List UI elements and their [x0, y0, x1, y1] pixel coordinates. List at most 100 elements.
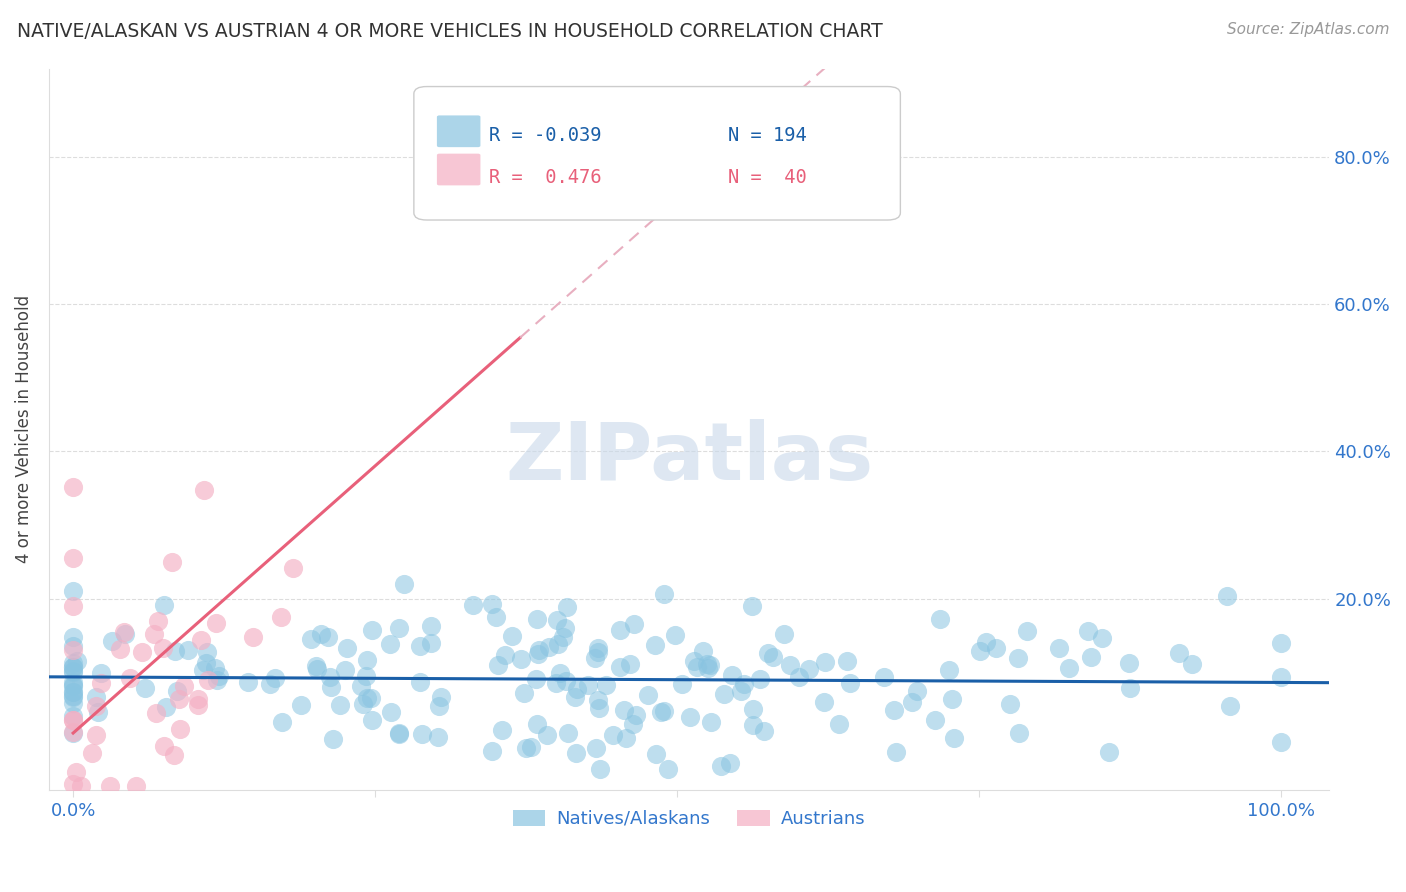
- Point: [62, 696, 84, 710]
- Point: [163, 748, 186, 763]
- Point: [411, 726, 433, 740]
- Point: [548, 666, 571, 681]
- Point: [929, 612, 952, 626]
- Point: [585, 741, 607, 756]
- Point: [544, 676, 567, 690]
- Point: [510, 652, 533, 666]
- Point: [100, 779, 122, 793]
- Point: [108, 641, 131, 656]
- Point: [614, 731, 637, 746]
- Point: [588, 645, 610, 659]
- Point: [66, 654, 89, 668]
- Point: [942, 731, 965, 746]
- Point: [779, 657, 801, 672]
- Point: [84, 699, 107, 714]
- Point: [62, 660, 84, 674]
- Text: R = -0.039: R = -0.039: [489, 127, 602, 145]
- Point: [155, 699, 177, 714]
- Point: [205, 673, 228, 688]
- Point: [524, 672, 547, 686]
- Point: [69, 779, 91, 793]
- Point: [392, 577, 415, 591]
- Point: [62, 675, 84, 690]
- Point: [205, 616, 228, 631]
- Point: [797, 662, 820, 676]
- Point: [481, 743, 503, 757]
- Point: [305, 663, 328, 677]
- Point: [84, 690, 107, 705]
- Point: [1098, 745, 1121, 759]
- Point: [62, 639, 84, 653]
- Point: [62, 684, 84, 698]
- Point: [1167, 646, 1189, 660]
- FancyBboxPatch shape: [437, 153, 481, 186]
- Point: [501, 629, 523, 643]
- Point: [1270, 636, 1292, 650]
- Point: [62, 777, 84, 791]
- Point: [595, 678, 617, 692]
- FancyBboxPatch shape: [437, 115, 481, 147]
- Point: [941, 691, 963, 706]
- Point: [538, 640, 561, 654]
- Point: [290, 698, 312, 712]
- Point: [527, 647, 550, 661]
- Point: [62, 584, 84, 599]
- Point: [167, 692, 190, 706]
- Point: [884, 745, 907, 759]
- Text: N = 194: N = 194: [727, 127, 806, 145]
- Text: N =  40: N = 40: [727, 168, 806, 187]
- Point: [62, 725, 84, 739]
- Point: [713, 687, 735, 701]
- Point: [62, 726, 84, 740]
- Point: [62, 660, 84, 674]
- Point: [685, 660, 707, 674]
- Point: [356, 653, 378, 667]
- Point: [112, 625, 135, 640]
- Point: [90, 665, 112, 680]
- Point: [62, 690, 84, 705]
- Point: [486, 658, 509, 673]
- Point: [554, 621, 576, 635]
- Point: [62, 709, 84, 723]
- Point: [322, 732, 344, 747]
- Point: [787, 670, 810, 684]
- Point: [1216, 589, 1239, 603]
- Point: [1219, 698, 1241, 713]
- Point: [536, 728, 558, 742]
- Point: [1059, 661, 1081, 675]
- Point: [650, 706, 672, 720]
- Point: [190, 633, 212, 648]
- Point: [557, 725, 579, 739]
- FancyBboxPatch shape: [413, 87, 900, 220]
- Point: [697, 661, 720, 675]
- Point: [644, 747, 666, 761]
- Point: [173, 680, 195, 694]
- Point: [520, 739, 543, 754]
- Point: [197, 673, 219, 688]
- Point: [208, 669, 231, 683]
- Point: [160, 555, 183, 569]
- Point: [710, 759, 733, 773]
- Point: [578, 678, 600, 692]
- Point: [905, 683, 928, 698]
- Point: [263, 671, 285, 685]
- Point: [316, 630, 339, 644]
- Point: [145, 706, 167, 721]
- Point: [1015, 624, 1038, 638]
- Text: R =  0.476: R = 0.476: [489, 168, 602, 187]
- Point: [62, 685, 84, 699]
- Point: [1181, 657, 1204, 671]
- Point: [491, 723, 513, 737]
- Point: [564, 690, 586, 704]
- Point: [554, 674, 576, 689]
- Point: [461, 598, 484, 612]
- Point: [62, 679, 84, 693]
- Point: [62, 630, 84, 644]
- Point: [644, 638, 666, 652]
- Point: [526, 612, 548, 626]
- Point: [350, 679, 373, 693]
- Point: [742, 702, 765, 716]
- Point: [748, 672, 770, 686]
- Point: [513, 686, 536, 700]
- Point: [692, 644, 714, 658]
